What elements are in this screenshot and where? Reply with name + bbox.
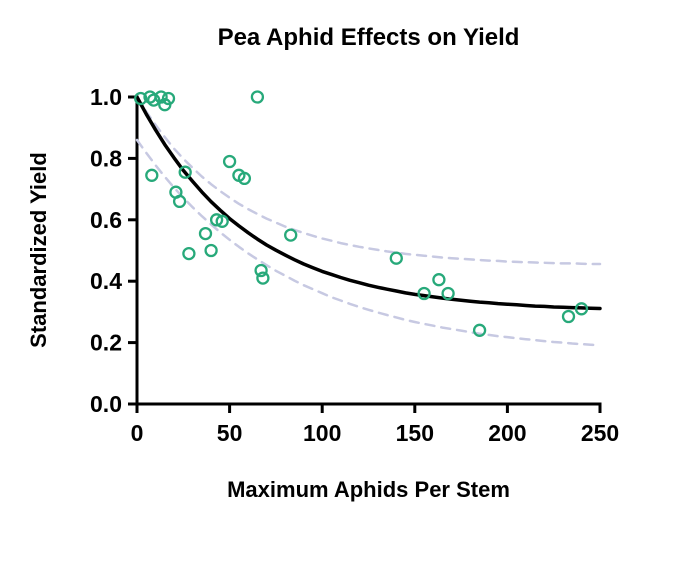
data-point (417, 286, 431, 301)
data-point (254, 263, 268, 278)
data-point (182, 246, 196, 261)
data-point (432, 273, 446, 287)
data-point (441, 286, 455, 301)
x-tick-label: 150 (396, 420, 434, 446)
data-point (561, 309, 576, 324)
confidence-upper-curve (135, 95, 602, 266)
chart-title: Pea Aphid Effects on Yield (217, 24, 520, 51)
y-tick-label: 0.8 (90, 145, 122, 171)
data-point (237, 171, 252, 186)
y-tick-label: 0.6 (90, 207, 122, 233)
data-point (147, 93, 161, 107)
y-tick-label: 0.4 (90, 268, 122, 294)
data-point (250, 90, 265, 104)
data-point (215, 214, 229, 228)
data-point (574, 302, 589, 316)
data-point (154, 90, 168, 104)
y-tick-label: 0.2 (90, 330, 122, 356)
x-tick-label: 0 (131, 420, 144, 446)
data-point (472, 323, 487, 337)
fit-curve (135, 95, 602, 311)
y-tick-label: 0.0 (90, 391, 122, 417)
data-point (161, 91, 176, 106)
x-tick-label: 200 (488, 420, 526, 446)
x-tick-label: 50 (217, 420, 243, 446)
data-point (209, 213, 224, 227)
y-axis-label: Standardized Yield (26, 152, 51, 348)
data-point (389, 251, 403, 265)
x-tick-label: 250 (581, 420, 619, 446)
data-point (178, 165, 192, 179)
data-point (222, 154, 237, 169)
x-tick-label: 100 (303, 420, 341, 446)
data-point (204, 243, 218, 258)
y-tick-label: 1.0 (90, 84, 122, 110)
confidence-lower-curve (135, 138, 602, 347)
data-point (198, 226, 213, 241)
data-point (256, 271, 270, 285)
x-axis-label: Maximum Aphids Per Stem (227, 477, 510, 502)
data-point (145, 168, 159, 182)
data-point (284, 228, 298, 242)
data-point (172, 194, 187, 209)
data-point (134, 91, 148, 106)
